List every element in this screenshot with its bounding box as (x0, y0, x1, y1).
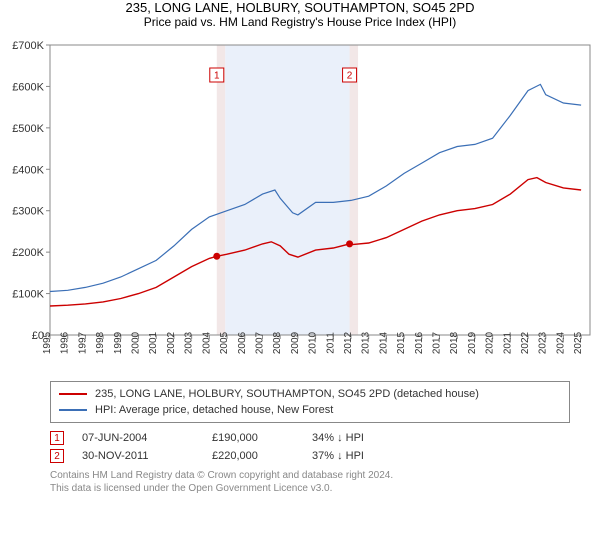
x-axis-label: 2010 (308, 331, 319, 354)
sale-row: 1 07-JUN-2004£190,00034% ↓ HPI (0, 429, 600, 447)
legend-swatch (59, 409, 87, 411)
x-axis-label: 2011 (325, 332, 336, 354)
x-axis-label: 2004 (201, 331, 212, 354)
x-axis-label: 2018 (449, 331, 460, 354)
footer-line-1: Contains HM Land Registry data © Crown c… (50, 469, 600, 482)
x-axis-label: 2008 (272, 331, 283, 354)
legend-row: 235, LONG LANE, HOLBURY, SOUTHAMPTON, SO… (59, 386, 561, 402)
sale-pct: 34% ↓ HPI (312, 432, 402, 444)
y-axis-label: £100K (12, 289, 44, 301)
footer: Contains HM Land Registry data © Crown c… (0, 465, 600, 495)
x-axis-label: 2022 (520, 331, 531, 354)
x-axis-label: 2003 (184, 331, 195, 354)
x-axis-label: 2009 (290, 331, 301, 354)
x-axis-label: 2015 (396, 331, 407, 354)
shaded-band (350, 45, 358, 335)
page-title: 235, LONG LANE, HOLBURY, SOUTHAMPTON, SO… (0, 0, 600, 15)
x-axis-label: 2023 (538, 331, 549, 354)
legend-label: HPI: Average price, detached house, New … (95, 404, 333, 416)
x-axis-label: 2006 (237, 331, 248, 354)
sale-price: £220,000 (212, 450, 312, 462)
x-axis-label: 1999 (113, 331, 124, 354)
sale-marker-number: 2 (347, 71, 353, 82)
legend: 235, LONG LANE, HOLBURY, SOUTHAMPTON, SO… (50, 381, 570, 423)
x-axis-label: 2007 (254, 331, 265, 354)
x-axis-label: 2025 (573, 331, 584, 354)
shaded-band (225, 45, 349, 335)
page-subtitle: Price paid vs. HM Land Registry's House … (0, 15, 600, 29)
x-axis-label: 1996 (60, 331, 71, 354)
y-axis-label: £200K (12, 247, 44, 259)
sale-dot (346, 240, 353, 247)
x-axis-label: 2005 (219, 331, 230, 354)
legend-row: HPI: Average price, detached house, New … (59, 402, 561, 418)
shaded-band (217, 45, 225, 335)
x-axis-label: 2012 (343, 331, 354, 354)
x-axis-label: 2021 (502, 331, 513, 354)
sale-date: 07-JUN-2004 (82, 432, 212, 444)
y-axis-label: £300K (12, 206, 44, 218)
x-axis-label: 2002 (166, 331, 177, 354)
y-axis-label: £700K (12, 40, 44, 52)
legend-swatch (59, 393, 87, 395)
y-axis-label: £400K (12, 164, 44, 176)
sales-list: 1 07-JUN-2004£190,00034% ↓ HPI 2 30-NOV-201… (0, 429, 600, 465)
sale-price: £190,000 (212, 432, 312, 444)
x-axis-label: 2016 (414, 331, 425, 354)
x-axis-label: 1997 (77, 331, 88, 354)
sale-date: 30-NOV-2011 (82, 450, 212, 462)
y-axis-label: £600K (12, 81, 44, 93)
x-axis-label: 2019 (467, 331, 478, 354)
chart-area: £0£100K£200K£300K£400K£500K£600K£700K199… (0, 35, 600, 375)
footer-line-2: This data is licensed under the Open Gov… (50, 482, 600, 495)
price-chart: £0£100K£200K£300K£400K£500K£600K£700K199… (0, 35, 600, 375)
legend-label: 235, LONG LANE, HOLBURY, SOUTHAMPTON, SO… (95, 388, 479, 400)
x-axis-label: 2000 (131, 331, 142, 354)
x-axis-label: 2013 (361, 331, 372, 354)
x-axis-label: 1995 (42, 331, 53, 354)
x-axis-label: 2024 (555, 331, 566, 354)
sale-row-marker: 2 (50, 449, 64, 463)
x-axis-label: 2001 (148, 331, 159, 354)
sale-row: 2 30-NOV-2011£220,00037% ↓ HPI (0, 447, 600, 465)
x-axis-label: 1998 (95, 331, 106, 354)
x-axis-label: 2017 (432, 331, 443, 354)
x-axis-label: 2014 (378, 331, 389, 354)
sale-marker-number: 1 (214, 71, 220, 82)
sale-row-marker: 1 (50, 431, 64, 445)
sale-dot (213, 253, 220, 260)
x-axis-label: 2020 (485, 331, 496, 354)
y-axis-label: £500K (12, 123, 44, 135)
sale-pct: 37% ↓ HPI (312, 450, 402, 462)
